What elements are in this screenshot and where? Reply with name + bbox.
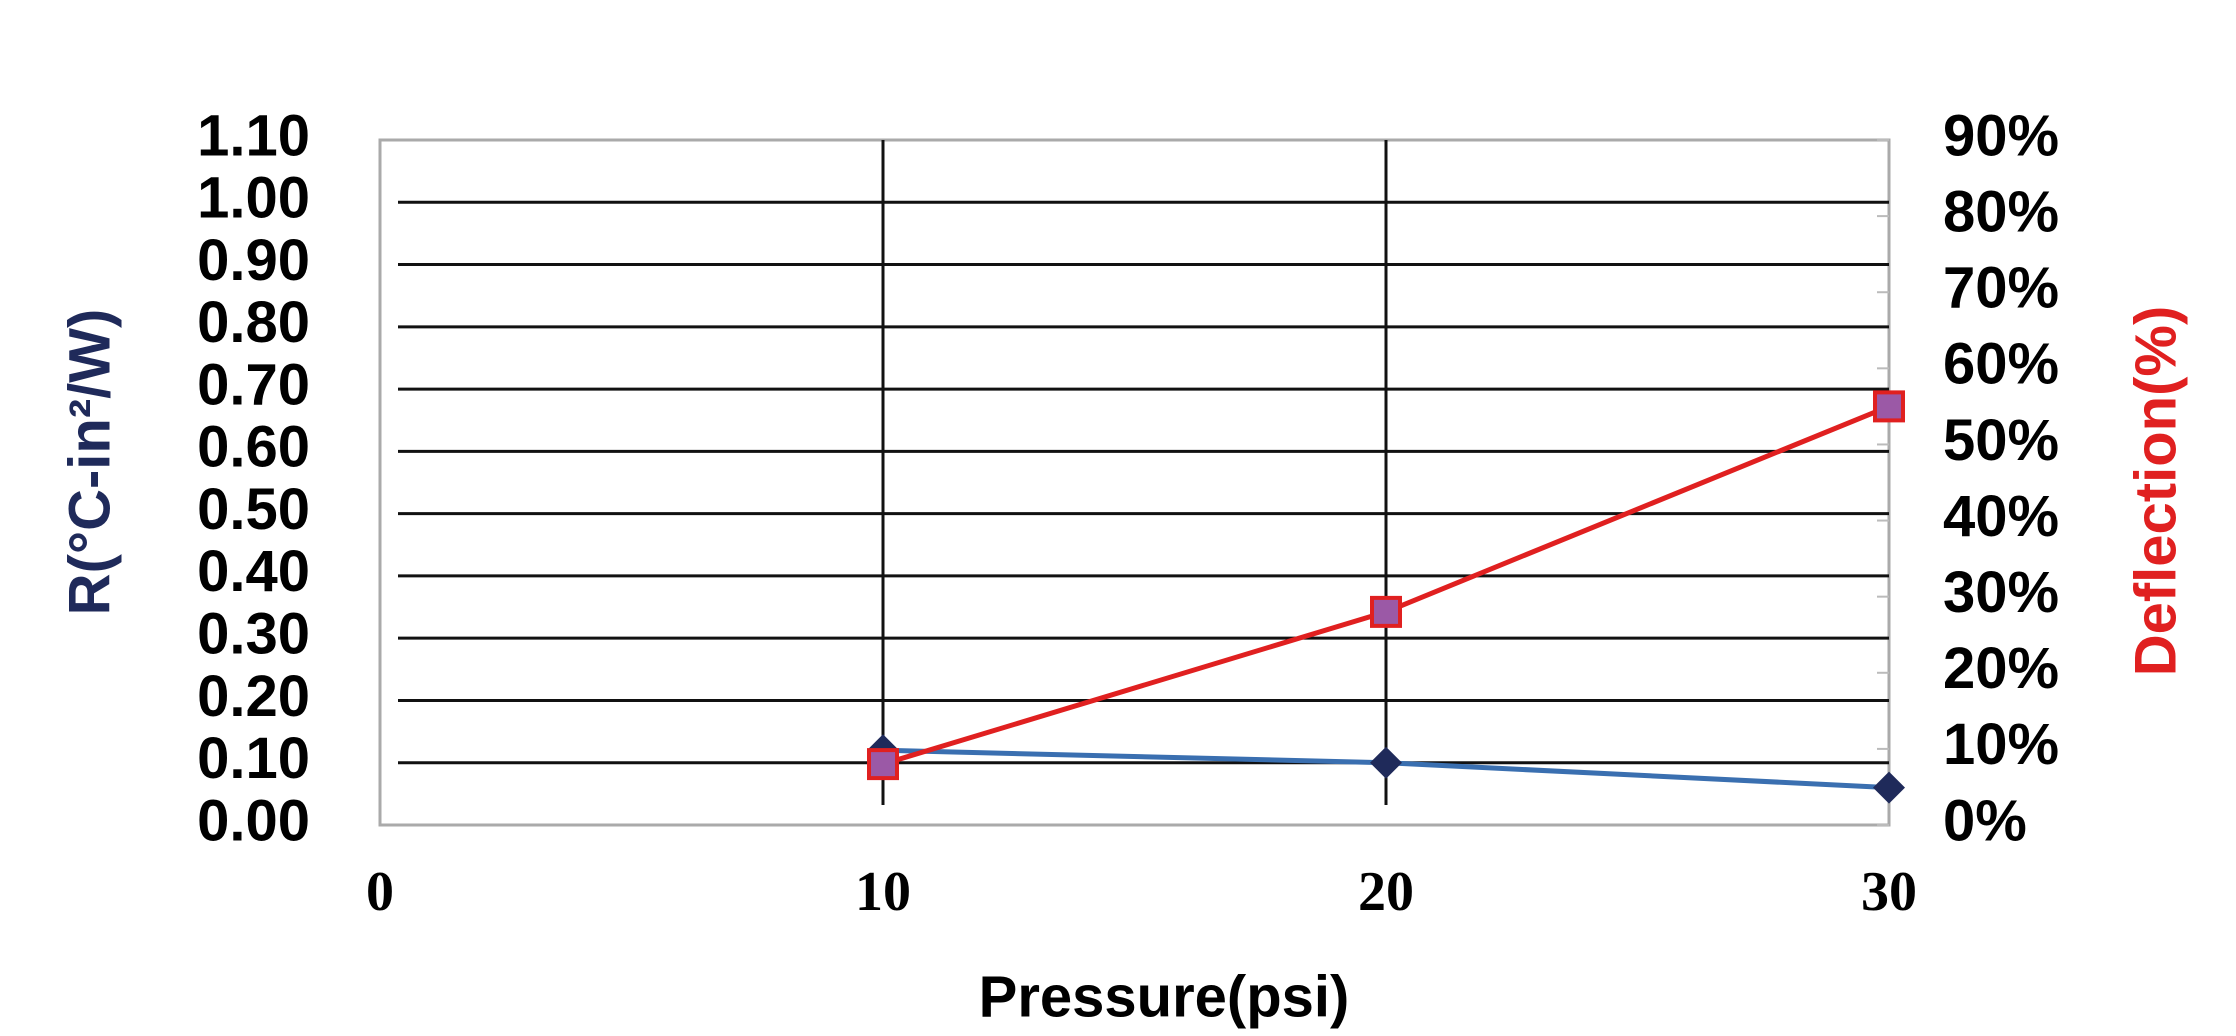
y2-tick-label: 30% — [1943, 560, 2059, 625]
x-tick-label: 10 — [855, 861, 911, 923]
y-tick-label: 0.10 — [197, 726, 310, 791]
y2-tick-label: 40% — [1943, 484, 2059, 549]
y2-tick-label: 20% — [1943, 636, 2059, 701]
y-tick-label: 0.20 — [197, 664, 310, 729]
y-tick-label: 1.00 — [197, 166, 310, 231]
marker — [1370, 595, 1402, 628]
y2-tick-label: 0% — [1943, 788, 2027, 853]
plot-frame — [378, 138, 1891, 827]
x-tick-label: 30 — [1861, 861, 1917, 923]
y-tick-label: 0.80 — [197, 290, 310, 355]
y2-tick-label: 70% — [1943, 256, 2059, 321]
y-tick-label: 0.70 — [197, 352, 310, 417]
y2-tick-label: 80% — [1943, 179, 2059, 244]
y2-tick-label: 60% — [1943, 332, 2059, 397]
y-tick-label: 0.00 — [197, 788, 310, 853]
y-tick-label: 0.60 — [197, 415, 310, 480]
y-tick-label: 0.30 — [197, 602, 310, 667]
x-tick-label: 0 — [366, 861, 394, 923]
y-tick-label: 0.40 — [197, 539, 310, 604]
marker — [867, 748, 899, 781]
y-tick-label: 0.90 — [197, 228, 310, 293]
marker — [1370, 746, 1402, 779]
marker — [1873, 390, 1905, 423]
y-tick-label: 1.10 — [197, 103, 310, 168]
y-axis-title: R(°C-in²/W) — [57, 309, 122, 616]
x-tick-label: 20 — [1358, 861, 1414, 923]
marker — [1873, 771, 1905, 804]
y2-tick-label: 10% — [1943, 712, 2059, 777]
x-axis-title: Pressure(psi) — [979, 964, 1350, 1029]
y2-tick-label: 90% — [1943, 103, 2059, 168]
y2-axis-title: Deflection(%) — [2123, 306, 2188, 677]
y-tick-label: 0.50 — [197, 477, 310, 542]
y2-tick-label: 50% — [1943, 408, 2059, 473]
